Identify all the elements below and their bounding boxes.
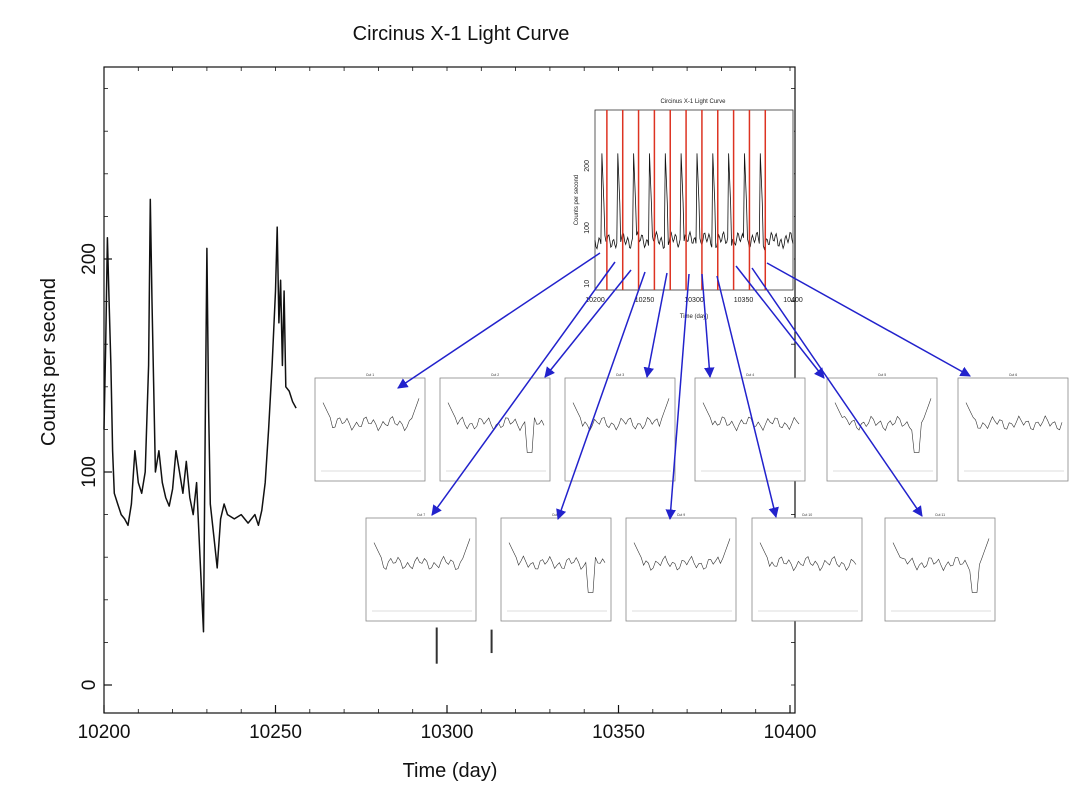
thumbnail-frame (439, 377, 551, 482)
segment-arrow (431, 261, 616, 516)
segment-arrow (643, 272, 668, 379)
inset-title: Circinus X-1 Light Curve (660, 99, 726, 105)
thumbnail-title: Cut 6 (1009, 373, 1017, 377)
thumbnail-frame (314, 377, 426, 482)
thumbnail-curve (834, 398, 932, 453)
segment-arrow (751, 267, 923, 517)
thumbnail-curve (633, 538, 731, 571)
inset-cut-markers (606, 110, 767, 290)
inset-x-tick-label: 10250 (635, 297, 655, 304)
thumbnail-title: Cut 3 (616, 373, 624, 377)
thumbnail-frame (365, 517, 477, 622)
thumbnail-curve (322, 398, 420, 432)
x-tick-label: 10350 (592, 722, 645, 743)
inset-y-tick-label: 100 (584, 222, 591, 234)
inset-series (594, 153, 794, 251)
inset-y-axis-label: Counts per second (574, 175, 580, 225)
x-axis-label: Time (day) (403, 760, 498, 782)
thumbnail-title: Cut 2 (491, 373, 499, 377)
thumbnail-title: Cut 1 (366, 373, 374, 377)
segment-thumbnail: Cut 11 (884, 513, 996, 622)
segment-arrow (397, 252, 601, 389)
inset-x-ticks: 10200 10250 10300 10350 10400 (585, 297, 803, 304)
inset-x-tick-label: 10350 (734, 297, 754, 304)
thumbnail-title: Cut 7 (417, 513, 425, 517)
thumbnail-curve (965, 402, 1063, 431)
segment-arrows (397, 252, 971, 521)
inset-x-tick-label: 10400 (783, 297, 803, 304)
y-axis-ticks: 0 100 200 (79, 88, 795, 691)
inset-x-tick-label: 10300 (684, 297, 704, 304)
thumbnail-curve (759, 542, 857, 572)
segment-thumbnail: Cut 1 (314, 373, 426, 482)
segment-arrow (701, 273, 715, 379)
segment-thumbnail: Cut 10 (751, 513, 863, 622)
chart-title: Circinus X-1 Light Curve (353, 23, 570, 45)
segment-thumbnail: Cut 7 (365, 513, 477, 622)
thumbnail-curve (373, 538, 471, 570)
thumbnail-title: Cut 4 (746, 373, 754, 377)
y-tick-label: 200 (79, 243, 100, 275)
segment-thumbnail: Cut 2 (439, 373, 551, 482)
thumbnail-curve (892, 538, 990, 593)
y-tick-label: 0 (79, 680, 100, 691)
x-tick-label: 10250 (249, 722, 302, 743)
segment-thumbnail: Cut 6 (957, 373, 1069, 482)
thumbnail-frame (826, 377, 938, 482)
inset-background (592, 107, 794, 293)
inset-x-tick-label: 10200 (585, 297, 605, 304)
inset-y-ticks: 10 100 200 (584, 160, 591, 288)
thumbnail-title: Cut 10 (802, 513, 812, 517)
thumbnail-frame (564, 377, 676, 482)
segment-arrow (665, 273, 690, 521)
segment-thumbnails: Cut 1 Cut 2 Cut 3 Cut 4 Cut 5 Cut 6 Cut 7 Cut 8… (314, 373, 1069, 622)
segment-thumbnail: Cut 3 (564, 373, 676, 482)
thumbnail-frame (751, 517, 863, 622)
thumbnail-curve (572, 398, 670, 432)
inset-chart: Circinus X-1 Light Curve 10200 10250 10300… (574, 99, 803, 320)
thumbnail-title: Cut 9 (677, 513, 685, 517)
segment-arrow (556, 271, 646, 520)
segment-arrow (766, 262, 971, 377)
inset-y-tick-label: 10 (584, 280, 591, 288)
thumbnail-curve (508, 542, 606, 593)
segment-thumbnail: Cut 4 (694, 373, 806, 482)
inset-line (594, 153, 794, 251)
x-tick-label: 10200 (78, 722, 131, 743)
segment-arrow (735, 265, 825, 379)
thumbnail-title: Cut 11 (935, 513, 945, 517)
inset-frame (594, 109, 794, 291)
segment-arrow (544, 269, 632, 378)
thumbnail-title: Cut 5 (878, 373, 886, 377)
x-tick-label: 10400 (764, 722, 817, 743)
x-tick-label: 10300 (421, 722, 474, 743)
thumbnail-title: Cut 8 (552, 513, 560, 517)
light-curve-series (103, 198, 297, 633)
y-tick-label: 100 (79, 456, 100, 488)
light-curve-line (103, 198, 297, 633)
thumbnail-frame (957, 377, 1069, 482)
thumbnail-frame (884, 517, 996, 622)
thumbnail-curve (702, 402, 800, 432)
segment-thumbnail: Cut 9 (625, 513, 737, 622)
x-axis-ticks: 10200 10250 10300 10350 10400 (78, 67, 817, 743)
y-axis-label: Counts per second (38, 278, 60, 446)
thumbnail-frame (500, 517, 612, 622)
segment-thumbnail: Cut 8 (500, 513, 612, 622)
segment-thumbnail: Cut 5 (826, 373, 938, 482)
thumbnail-frame (625, 517, 737, 622)
thumbnail-curve (447, 402, 545, 453)
extra-data-marks (435, 627, 493, 664)
segment-arrow (716, 275, 779, 519)
inset-x-axis-label: Time (day) (680, 314, 708, 320)
inset-y-tick-label: 200 (584, 160, 591, 172)
thumbnail-frame (694, 377, 806, 482)
